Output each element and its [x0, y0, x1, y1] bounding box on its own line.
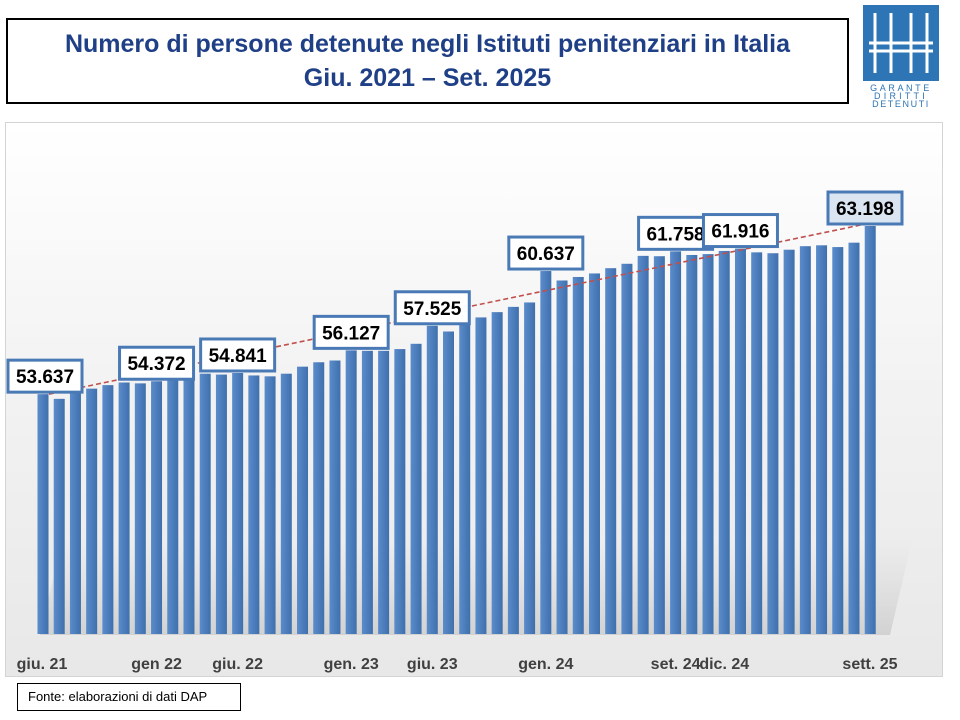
bar [232, 372, 244, 634]
x-tick-label: gen. 23 [324, 656, 379, 673]
bar [816, 245, 828, 634]
garante-logo: GARANTE DIRITTI DETENUTI [861, 3, 941, 109]
bar [832, 247, 844, 634]
data-label-box [826, 190, 904, 226]
bar [702, 254, 714, 635]
bar [118, 382, 130, 634]
data-label-box [6, 358, 84, 394]
data-label: 61.916 [701, 213, 779, 249]
bar [783, 249, 795, 634]
data-label-text: 57.525 [403, 299, 462, 320]
bar [280, 373, 292, 634]
bar [864, 226, 876, 634]
x-tick-label: sett. 25 [842, 656, 897, 673]
data-label-box [701, 213, 779, 249]
data-label-box [199, 337, 277, 373]
bar [313, 362, 325, 634]
bar [718, 250, 730, 634]
x-tick-label: gen. 24 [518, 656, 573, 673]
bar [686, 254, 698, 635]
bar [605, 268, 617, 634]
data-label: 54.372 [118, 345, 196, 381]
bar [670, 251, 682, 634]
logo-text-2: DIRITTI [874, 91, 928, 101]
data-label: 57.525 [393, 290, 471, 326]
chart-title: Numero di persone detenute negli Istitut… [64, 30, 791, 58]
logo-text-3: DETENUTI [872, 99, 930, 109]
x-tick-label: dic. 24 [699, 656, 749, 673]
data-label: 56.127 [312, 314, 390, 350]
bar [734, 248, 746, 635]
bar [199, 373, 211, 634]
data-label: 63.198 [826, 190, 904, 226]
data-label-box [507, 235, 585, 271]
bar [248, 375, 260, 634]
bar [215, 374, 227, 634]
x-tick-label: giu. 22 [212, 656, 263, 673]
bar [459, 321, 471, 634]
data-label-text: 53.637 [16, 367, 74, 388]
bar [426, 325, 438, 634]
bar [767, 253, 779, 635]
bar [540, 271, 552, 634]
bar [475, 317, 487, 634]
bar [345, 350, 357, 634]
bar [588, 273, 600, 634]
data-label: 54.841 [199, 337, 277, 373]
data-label-text: 61.758 [647, 224, 705, 245]
data-label-box [393, 290, 471, 326]
bar [361, 350, 373, 634]
data-label-text: 54.372 [127, 354, 185, 375]
data-label: 60.637 [507, 235, 585, 271]
x-tick-label: gen 22 [131, 656, 182, 673]
x-tick-label: set. 24 [651, 656, 701, 673]
bar [556, 280, 568, 634]
x-tick-label: giu. 23 [407, 656, 458, 673]
chart-title-box: Numero di persone detenute negli Istitut… [6, 18, 849, 104]
bar [394, 349, 406, 634]
bar [264, 376, 276, 634]
bar [151, 381, 163, 634]
x-tick-label: giu. 21 [17, 656, 68, 673]
data-label-text: 60.637 [517, 244, 575, 265]
bar [524, 302, 536, 634]
data-label-box [118, 345, 196, 381]
bar [410, 343, 422, 634]
data-label: 53.637 [6, 358, 84, 394]
bar [69, 393, 81, 634]
logo-text-1: GARANTE [870, 83, 932, 93]
source-note: Fonte: elaborazioni di dati DAP [17, 683, 241, 711]
bar [621, 263, 633, 634]
bar [848, 242, 860, 635]
bar [134, 383, 146, 634]
bar [799, 246, 811, 634]
data-label-text: 56.127 [322, 323, 380, 344]
bar [183, 375, 195, 634]
data-label-text: 54.841 [209, 346, 268, 367]
bar [37, 394, 49, 634]
bar [102, 385, 114, 634]
logo-mark-icon [869, 13, 933, 73]
data-label-text: 63.198 [836, 199, 894, 220]
data-label: 61.758 [637, 215, 715, 251]
bar [86, 388, 98, 634]
bar [653, 256, 665, 634]
bar [637, 255, 649, 635]
bar [507, 306, 519, 634]
data-label-text: 61.916 [711, 222, 769, 243]
bar [329, 360, 341, 634]
bar [53, 398, 65, 634]
bar [443, 331, 454, 634]
chart-subtitle: Giu. 2021 – Set. 2025 [303, 64, 552, 92]
bar [572, 276, 584, 634]
bar [297, 366, 309, 634]
bar [491, 312, 503, 634]
bar [751, 252, 763, 634]
bar [378, 350, 390, 634]
data-label-box [312, 314, 390, 350]
bar [167, 377, 179, 634]
